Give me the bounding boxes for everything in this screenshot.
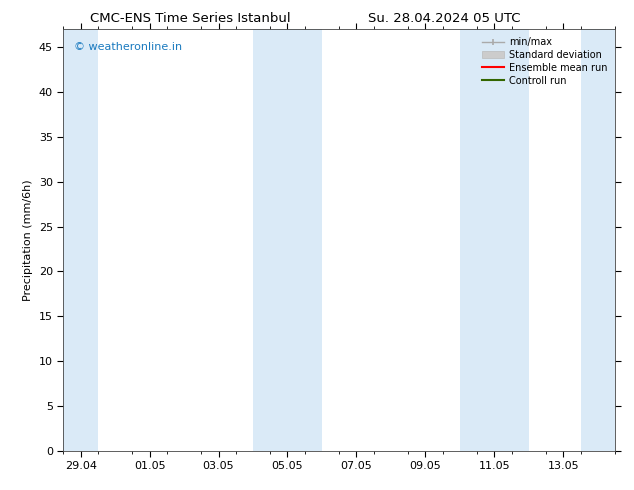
Text: Su. 28.04.2024 05 UTC: Su. 28.04.2024 05 UTC: [368, 12, 520, 25]
Y-axis label: Precipitation (mm/6h): Precipitation (mm/6h): [23, 179, 34, 301]
Text: © weatheronline.in: © weatheronline.in: [74, 42, 183, 52]
Bar: [460, 29, 529, 451]
Text: CMC-ENS Time Series Istanbul: CMC-ENS Time Series Istanbul: [90, 12, 290, 25]
Bar: [581, 29, 615, 451]
Bar: [63, 29, 98, 451]
Bar: [253, 29, 322, 451]
Legend: min/max, Standard deviation, Ensemble mean run, Controll run: min/max, Standard deviation, Ensemble me…: [479, 34, 610, 89]
